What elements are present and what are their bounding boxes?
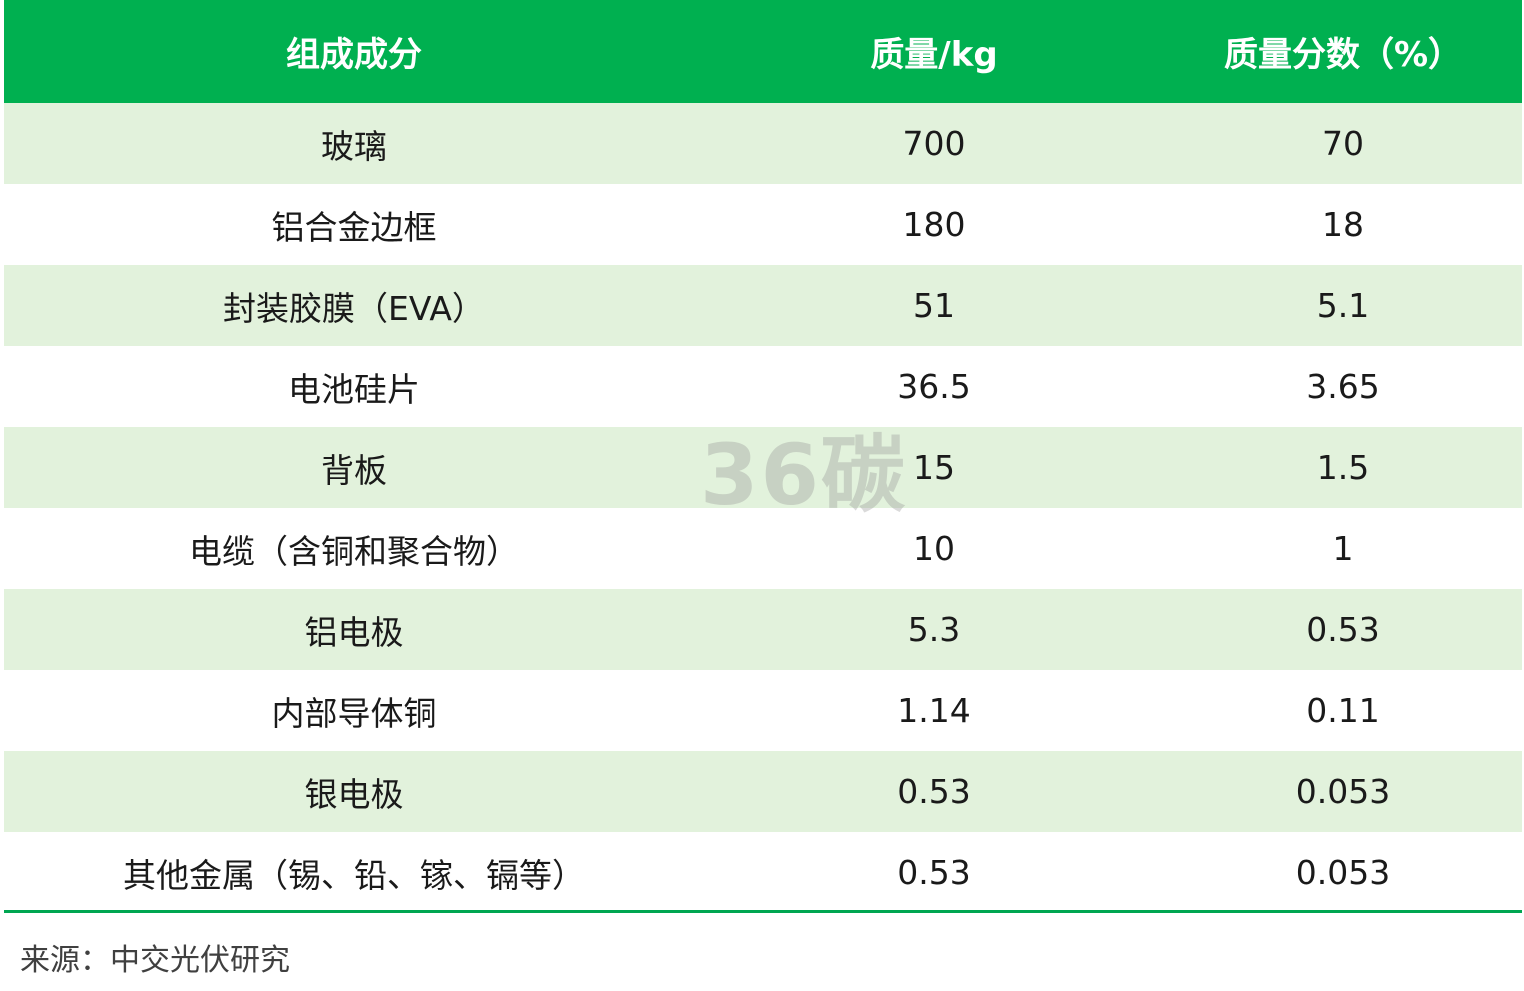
table-row: 内部导体铜 1.14 0.11 xyxy=(4,670,1522,751)
source-note: 来源：中交光伏研究 xyxy=(20,943,290,978)
cell-mass-fraction: 5.1 xyxy=(1316,286,1370,325)
table-row: 封装胶膜（EVA） 51 5.1 xyxy=(4,265,1522,346)
header-component: 组成成分 xyxy=(286,35,422,75)
cell-mass-fraction: 0.053 xyxy=(1295,772,1391,811)
cell-component: 铝合金边框 xyxy=(271,207,437,247)
table-row: 电池硅片 36.5 3.65 xyxy=(4,346,1522,427)
cell-mass-fraction: 0.53 xyxy=(1306,610,1380,649)
header-mass: 质量/kg xyxy=(870,35,998,75)
table-row: 玻璃 700 70 xyxy=(4,103,1522,184)
cell-component: 电缆（含铜和聚合物） xyxy=(189,531,519,571)
cell-mass: 15 xyxy=(913,448,955,487)
table-row: 铝电极 5.3 0.53 xyxy=(4,589,1522,670)
cell-mass-fraction: 1.5 xyxy=(1316,448,1370,487)
table-header-row: 组成成分 质量/kg 质量分数（%） xyxy=(4,0,1522,103)
cell-mass-fraction: 18 xyxy=(1322,205,1364,244)
table-row: 背板 15 1.5 xyxy=(4,427,1522,508)
cell-component: 玻璃 xyxy=(321,126,387,166)
cell-component: 背板 xyxy=(321,450,387,490)
table-row: 其他金属（锡、铅、镓、镉等） 0.53 0.053 xyxy=(4,832,1522,913)
cell-mass: 10 xyxy=(913,529,955,568)
cell-mass-fraction: 0.053 xyxy=(1295,853,1391,892)
header-mass-fraction: 质量分数（%） xyxy=(1223,35,1463,75)
cell-component: 银电极 xyxy=(304,774,404,814)
cell-mass: 180 xyxy=(902,205,966,244)
table-row: 铝合金边框 180 18 xyxy=(4,184,1522,265)
composition-table: 组成成分 质量/kg 质量分数（%） 玻璃 700 70 铝合金边框 180 1… xyxy=(4,0,1522,913)
cell-mass-fraction: 3.65 xyxy=(1306,367,1380,406)
cell-mass: 0.53 xyxy=(897,772,971,811)
cell-component: 铝电极 xyxy=(304,612,404,652)
table-row: 银电极 0.53 0.053 xyxy=(4,751,1522,832)
cell-mass: 0.53 xyxy=(897,853,971,892)
cell-mass: 1.14 xyxy=(897,691,971,730)
table-row: 电缆（含铜和聚合物） 10 1 xyxy=(4,508,1522,589)
cell-mass: 700 xyxy=(902,124,966,163)
cell-mass-fraction: 1 xyxy=(1332,529,1354,568)
cell-mass-fraction: 0.11 xyxy=(1306,691,1380,730)
cell-mass: 36.5 xyxy=(897,367,971,406)
cell-component: 内部导体铜 xyxy=(271,693,437,733)
cell-mass: 5.3 xyxy=(907,610,961,649)
cell-mass: 51 xyxy=(913,286,955,325)
cell-component: 其他金属（锡、铅、镓、镉等） xyxy=(123,855,585,895)
table-bottom-rule xyxy=(4,910,1522,913)
cell-mass-fraction: 70 xyxy=(1322,124,1364,163)
cell-component: 封装胶膜（EVA） xyxy=(223,288,485,328)
cell-component: 电池硅片 xyxy=(288,369,420,409)
